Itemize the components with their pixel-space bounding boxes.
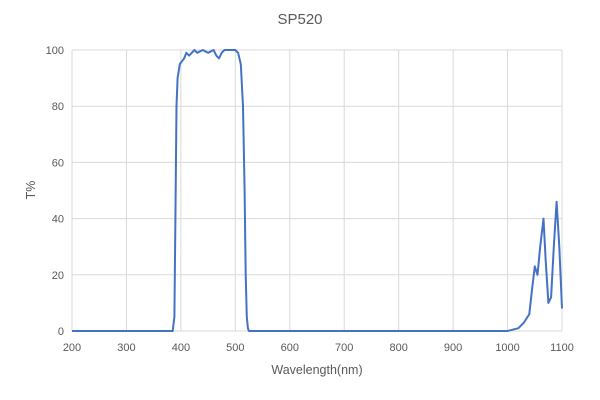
x-tick-label: 500 xyxy=(226,342,244,354)
y-axis-label: T% xyxy=(24,181,38,200)
y-tick-label: 60 xyxy=(52,157,64,169)
x-tick-label: 300 xyxy=(117,342,135,354)
x-tick-label: 800 xyxy=(389,342,407,354)
x-axis-ticks: 200 300 400 500 600 700 800 900 1000 1100 xyxy=(63,342,574,354)
x-tick-label: 200 xyxy=(63,342,81,354)
gridlines xyxy=(71,49,563,332)
x-axis-label: Wavelength(nm) xyxy=(271,363,362,377)
y-tick-label: 0 xyxy=(58,326,64,338)
x-tick-label: 1100 xyxy=(550,342,574,354)
x-tick-label: 1000 xyxy=(495,342,519,354)
y-tick-label: 40 xyxy=(52,214,64,226)
y-tick-label: 80 xyxy=(52,101,64,113)
transmission-curve xyxy=(72,49,563,332)
chart-title: SP520 xyxy=(277,11,323,28)
y-tick-label: 20 xyxy=(52,270,64,282)
y-axis-ticks: 0 20 40 60 80 100 xyxy=(46,45,64,338)
x-tick-label: 700 xyxy=(335,342,353,354)
x-tick-label: 900 xyxy=(444,342,462,354)
x-tick-label: 600 xyxy=(281,342,299,354)
x-tick-label: 400 xyxy=(172,342,190,354)
y-tick-label: 100 xyxy=(46,45,64,57)
